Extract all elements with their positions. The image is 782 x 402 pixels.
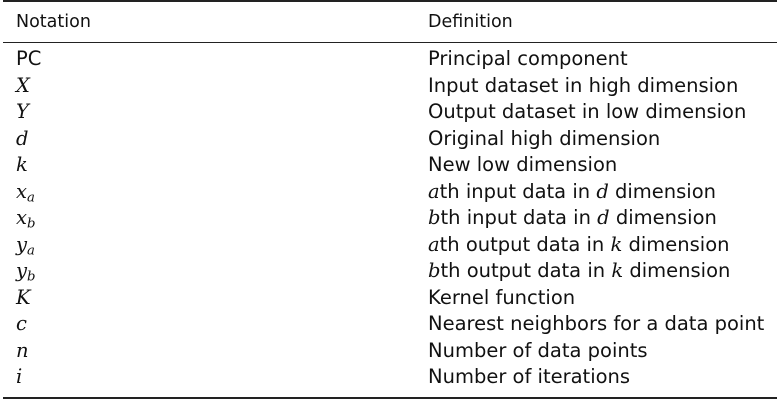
table-header: Notation Definition [3,10,777,34]
header-rule [3,42,777,43]
notation-symbol: Y [16,100,29,123]
notation-definition: Principal component [428,47,628,70]
notation-definition: ath output data in k dimension [428,232,730,256]
notation-symbol: c [16,312,27,335]
header-definition: Definition [428,12,513,32]
top-rule [3,0,777,2]
notation-definition: Original high dimension [428,126,661,150]
notation-definition: Number of data points [428,338,648,362]
table-row: i Number of iterations [3,364,777,391]
notation-definition: bth input data in d dimension [428,206,717,229]
table-row: K Kernel function [3,285,777,312]
table-row: c Nearest neighbors for a data point [3,311,777,338]
table-row: xb bth input data in d dimension [3,205,777,232]
bottom-rule [3,397,777,399]
notation-definition: ath input data in d dimension [428,179,717,203]
notation-definition: Kernel function [428,285,576,309]
notation-definition: Nearest neighbors for a data point [428,312,765,335]
table-row: PC Principal component [3,46,777,73]
notation-symbol: K [16,285,31,309]
notation-symbol: k [16,153,28,176]
table-row: k New low dimension [3,152,777,179]
notation-symbol: xb [16,206,36,232]
notation-symbol: i [16,365,23,388]
table-row: X Input dataset in high dimension [3,73,777,100]
notation-symbol: X [16,73,30,97]
notation-symbol: d [16,126,29,150]
table-row: d Original high dimension [3,126,777,153]
notation-symbol: xa [16,179,35,206]
notation-definition: bth output data in k dimension [428,259,731,282]
notation-definition: Input dataset in high dimension [428,73,739,97]
header-notation: Notation [16,12,91,32]
table-row: n Number of data points [3,338,777,365]
notation-definition: New low dimension [428,153,618,176]
notation-symbol: yb [16,259,36,285]
notation-symbol: PC [16,47,42,70]
notation-definition: Number of iterations [428,365,631,388]
table-row: ya ath output data in k dimension [3,232,777,259]
table-row: Y Output dataset in low dimension [3,99,777,126]
table-row: xa ath input data in d dimension [3,179,777,206]
table-row: yb bth output data in k dimension [3,258,777,285]
notation-symbol: n [16,338,29,362]
table-body: PC Principal component X Input dataset i… [3,46,777,391]
notation-symbol: ya [16,232,35,259]
notation-definition: Output dataset in low dimension [428,100,747,123]
